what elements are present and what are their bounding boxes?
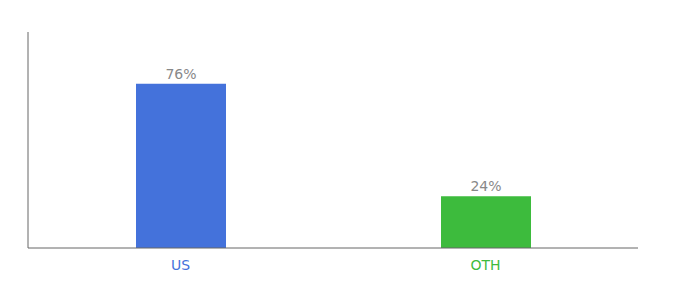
svg-text:US: US [171, 257, 190, 273]
svg-text:OTH: OTH [470, 257, 500, 273]
svg-text:24%: 24% [470, 178, 501, 194]
svg-text:76%: 76% [165, 66, 196, 82]
